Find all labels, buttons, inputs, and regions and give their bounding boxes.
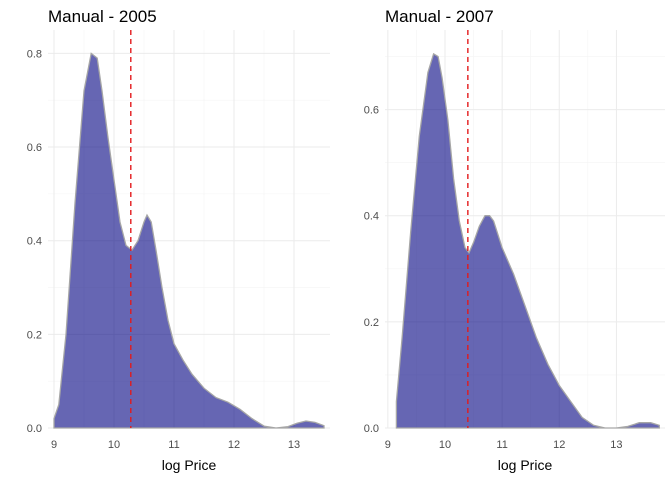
x-axis-title: log Price (498, 457, 553, 473)
y-tick-label: 0.6 (27, 142, 42, 154)
x-axis-title: log Price (162, 457, 217, 473)
panel-manual-2005: Manual - 2005 log Price 9 10 11 12 13 0.0 0.2 0… (27, 7, 330, 473)
x-tick-label: 11 (168, 439, 179, 451)
y-tick-label: 0.2 (364, 317, 379, 329)
x-tick-label: 12 (228, 439, 240, 451)
y-tick-label: 0.6 (364, 105, 379, 117)
y-tick-label: 0.2 (27, 329, 42, 341)
panel-title: Manual - 2007 (385, 7, 494, 26)
x-tick-label: 13 (610, 439, 622, 451)
density-area (395, 52, 660, 429)
y-tick-label: 0.8 (27, 48, 42, 60)
y-tick-label: 0.0 (364, 423, 379, 435)
x-tick-label: 9 (385, 439, 391, 451)
x-tick-label: 11 (496, 439, 507, 451)
x-tick-label: 9 (51, 439, 57, 451)
panel-manual-2007: Manual - 2007 log Price 9 10 11 12 13 0.0 0.2 0… (364, 7, 665, 473)
y-tick-label: 0.4 (27, 236, 42, 248)
x-tick-label: 13 (288, 439, 300, 451)
density-area (53, 52, 325, 429)
panel-title: Manual - 2005 (48, 7, 157, 26)
x-tick-label: 10 (439, 439, 451, 451)
x-tick-label: 10 (108, 439, 120, 451)
x-tick-label: 12 (553, 439, 565, 451)
y-tick-label: 0.0 (27, 423, 42, 435)
y-tick-label: 0.4 (364, 211, 379, 223)
